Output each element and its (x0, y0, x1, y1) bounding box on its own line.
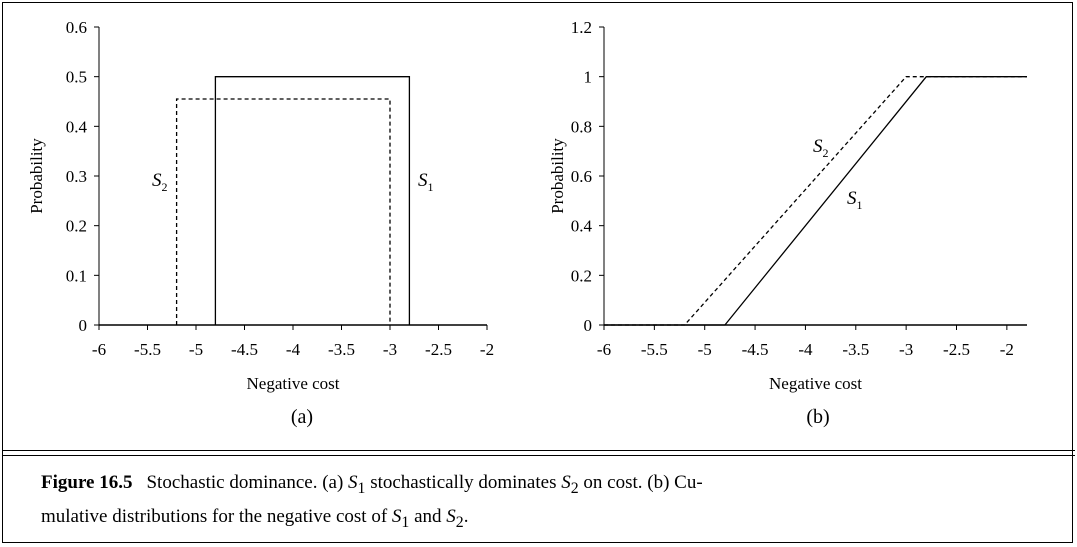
caption-symbol-s1: S (348, 472, 358, 493)
x-tick-label: -2.5 (425, 340, 452, 359)
y-tick-label: 0.1 (66, 266, 87, 285)
y-axis-label: Probability (27, 138, 46, 214)
x-tick-label: -2 (480, 340, 494, 359)
y-axis-label: Probability (548, 138, 567, 214)
x-tick-label: -4 (798, 340, 813, 359)
caption-text: on cost. (b) Cu- (578, 472, 703, 493)
caption-divider-top (2, 450, 1075, 451)
chart-panel-b: 0 0.2 0.4 0.6 0.8 1 1.2 -6 -5.5 -5 -4.5 -4 -3.5 -3 -2.… (548, 18, 1027, 428)
x-tick-label: -5.5 (641, 340, 668, 359)
caption-symbol-s1-sub: 1 (357, 479, 366, 497)
series-label-s2: S2 (152, 170, 168, 194)
series-line-s1 (604, 76, 1027, 326)
chart-panel-a: 0 0.1 0.2 0.3 0.4 0.5 0.6 -6 -5.5 -5 -4.5 -4 -3.5 -3 -… (27, 18, 494, 428)
x-tick-label: -4 (286, 340, 301, 359)
y-tick-label: 0.4 (66, 117, 88, 136)
x-axis-label: Negative cost (769, 374, 862, 393)
caption-text: . (463, 505, 469, 527)
panel-label: (b) (806, 406, 829, 428)
caption-symbol-s1-sub: 1 (401, 513, 410, 531)
y-tick-label: 0.3 (66, 167, 87, 186)
series-line-s1 (214, 76, 411, 325)
panel-label: (a) (291, 406, 313, 428)
caption-symbol-s1: S (391, 505, 402, 527)
y-tick-label: 0.6 (66, 18, 87, 37)
x-tick-label: -5.5 (134, 340, 161, 359)
caption-symbol-s2-sub: 2 (455, 513, 464, 531)
y-tick-label: 0.6 (571, 167, 592, 186)
x-tick-label: -5 (698, 340, 712, 359)
series-label-s2: S2 (813, 136, 829, 160)
x-tick-label: -3 (383, 340, 397, 359)
caption-symbol-s2: S (561, 472, 571, 493)
series-label-s1: S1 (847, 188, 863, 212)
x-tick-label: -6 (597, 340, 611, 359)
caption-symbol-s2: S (446, 505, 456, 527)
caption-text: and (409, 505, 447, 527)
x-tick-label: -2.5 (943, 340, 970, 359)
series-line-s2 (604, 76, 1027, 326)
caption-label: Figure 16.5 (41, 472, 133, 493)
figure-caption: Figure 16.5 Stochastic dominance. (a) S1 … (41, 469, 1041, 537)
y-tick-label: 0 (584, 316, 593, 335)
x-tick-label: -3.5 (842, 340, 869, 359)
x-tick-label: -3.5 (328, 340, 355, 359)
y-tick-label: 0.2 (571, 266, 592, 285)
y-tick-label: 0.2 (66, 217, 87, 236)
series-line-s2 (175, 98, 391, 325)
caption-symbol-s2-sub: 2 (570, 479, 579, 497)
x-tick-label: -3 (899, 340, 913, 359)
x-tick-label: -4.5 (231, 340, 258, 359)
caption-text: Stochastic dominance. (a) (146, 472, 349, 493)
caption-text: mulative distributions for the negative … (41, 505, 392, 527)
y-tick-label: 1 (584, 68, 593, 87)
y-tick-label: 0.5 (66, 68, 87, 87)
x-tick-label: -2 (1000, 340, 1014, 359)
y-tick-label: 0.4 (571, 217, 593, 236)
x-tick-label: -5 (189, 340, 203, 359)
y-tick-label: 0 (79, 316, 88, 335)
x-tick-label: -6 (92, 340, 106, 359)
y-tick-label: 1.2 (571, 18, 592, 37)
x-tick-label: -4.5 (742, 340, 769, 359)
caption-divider-bottom (2, 455, 1075, 456)
series-label-s1: S1 (418, 170, 434, 194)
y-tick-label: 0.8 (571, 117, 592, 136)
x-axis-label: Negative cost (247, 374, 340, 393)
caption-text: stochastically dominates (365, 472, 562, 493)
